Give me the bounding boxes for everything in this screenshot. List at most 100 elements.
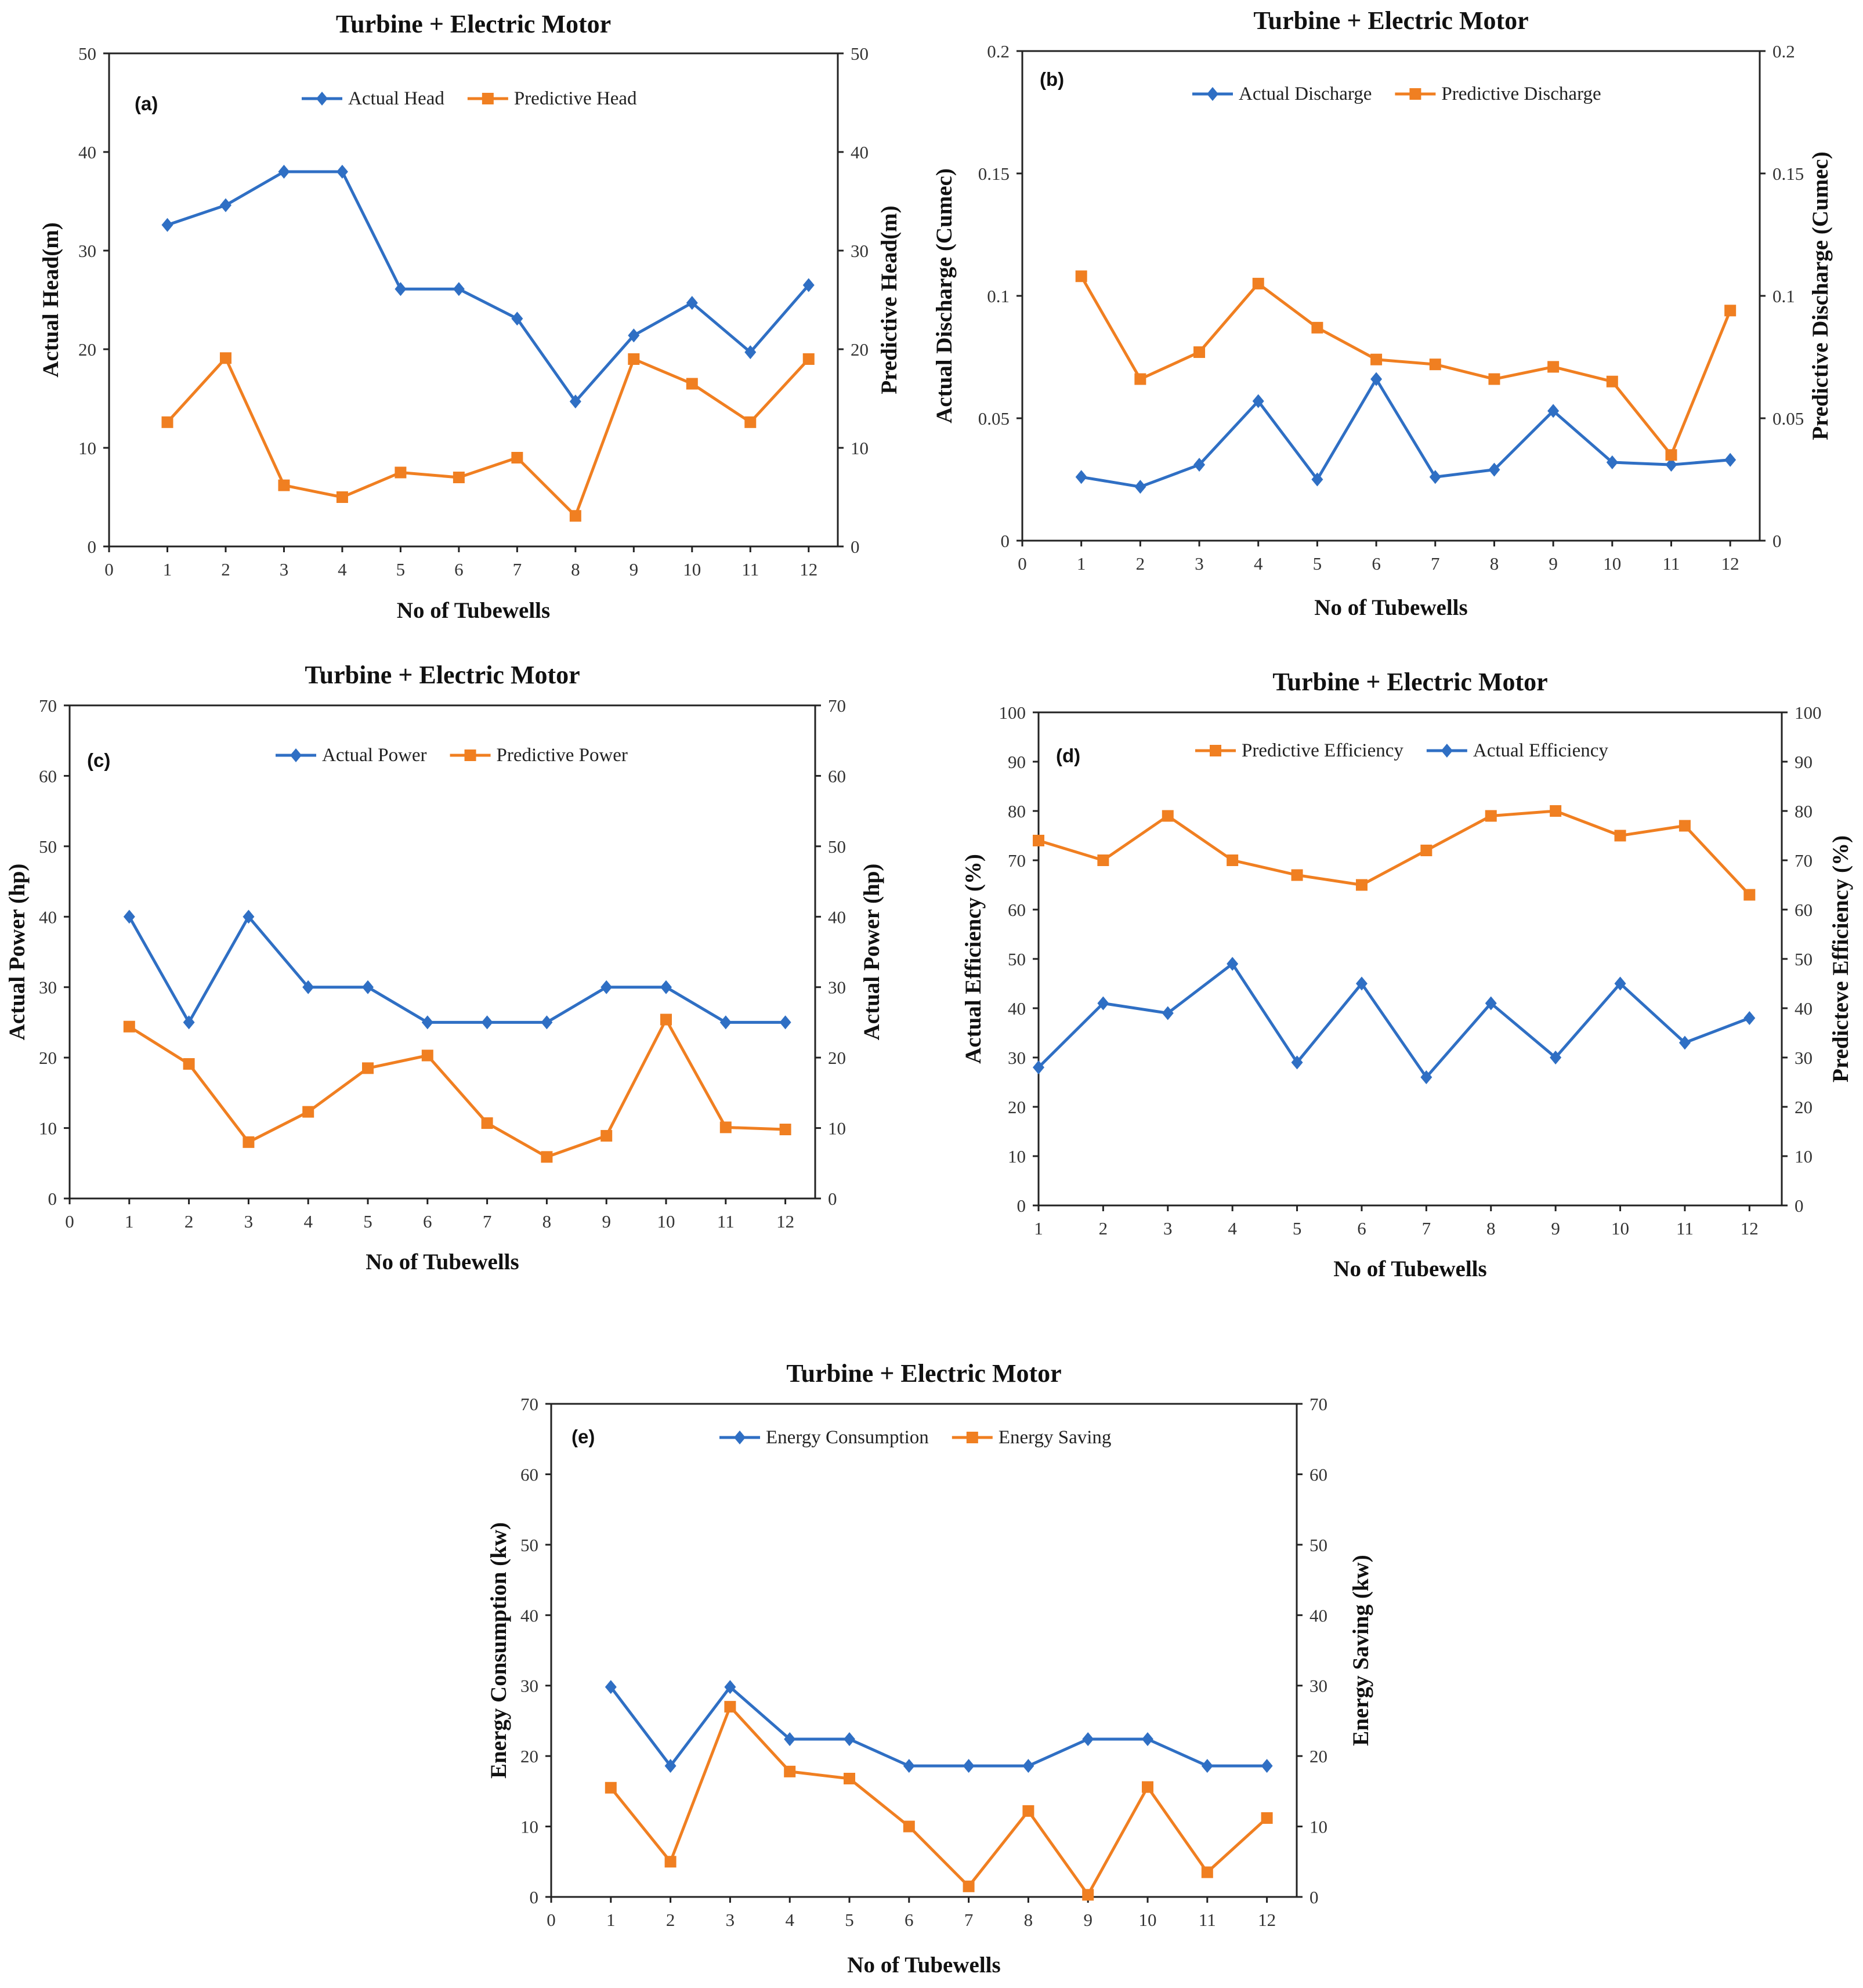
chart-title: Turbine + Electric Motor: [786, 1359, 1061, 1388]
plot-frame: [550, 1403, 1298, 1898]
chart-title: Turbine + Electric Motor: [336, 10, 611, 38]
y-tick-label-left: 10: [1008, 1146, 1026, 1167]
series-predictive-discharge: [1075, 270, 1737, 461]
legend-entry: Predictive Power: [450, 745, 628, 766]
x-tick-label: 8: [571, 559, 580, 580]
data-point-square: [421, 1049, 433, 1062]
x-tick-label: 2: [666, 1910, 675, 1930]
y-tick-label-right: 30: [851, 241, 869, 261]
legend-marker-diamond: [1207, 87, 1218, 101]
legend-marker-square: [966, 1432, 978, 1443]
data-point-square: [161, 416, 173, 428]
plot-frame: [1037, 711, 1783, 1207]
data-point-square: [628, 353, 640, 365]
x-tick-label: 0: [1018, 553, 1027, 574]
data-point-square: [362, 1062, 374, 1074]
data-point-diamond: [362, 980, 374, 994]
data-point-square: [1097, 854, 1109, 866]
data-point-square: [664, 1856, 677, 1868]
x-tick-label: 12: [1721, 553, 1739, 574]
y-tick-label-left: 60: [39, 766, 57, 786]
data-point-square: [1227, 854, 1239, 866]
x-tick-label: 4: [303, 1211, 313, 1232]
data-point-square: [1142, 1781, 1153, 1793]
data-point-diamond: [1606, 455, 1618, 469]
y-tick-label-left: 20: [78, 339, 96, 360]
x-tick-label: 4: [1228, 1218, 1237, 1239]
x-tick-label: 2: [221, 559, 230, 580]
series-energy-saving: [605, 1701, 1273, 1901]
series-predictive-power: [123, 1013, 791, 1163]
data-point-diamond: [1291, 1055, 1303, 1070]
y-tick-label-right: 70: [1795, 850, 1813, 871]
x-tick-label: 5: [1313, 553, 1322, 574]
legend-label: Energy Saving: [999, 1427, 1112, 1448]
x-tick-label: 10: [1603, 553, 1621, 574]
y-tick-label-right: 10: [1795, 1146, 1813, 1167]
y-tick-label-right: 50: [1309, 1535, 1327, 1555]
data-point-square: [724, 1701, 736, 1713]
y-tick-label-left: 10: [78, 438, 96, 458]
y-tick-label-right: 50: [828, 837, 846, 857]
panel-letter: (c): [87, 749, 110, 771]
series-line: [1037, 962, 1750, 1079]
y-tick-label-left: 90: [1008, 752, 1026, 772]
data-point-square: [1252, 277, 1264, 289]
data-point-diamond: [719, 1015, 732, 1030]
x-tick-label: 6: [454, 559, 464, 580]
data-point-square: [1665, 449, 1677, 461]
y-tick-label-left: 0: [1001, 531, 1010, 551]
data-point-square: [844, 1773, 855, 1784]
series-predictive-efficiency: [1033, 805, 1756, 901]
data-point-diamond: [1370, 372, 1383, 386]
y-tick-label-right: 0.2: [1772, 41, 1795, 61]
y-tick-label-left: 10: [520, 1817, 538, 1837]
x-tick-label: 8: [1024, 1910, 1033, 1930]
y-tick-label-left: 100: [999, 703, 1026, 723]
data-point-square: [395, 466, 407, 479]
x-tick-label: 0: [104, 559, 114, 580]
x-tick-label: 4: [1254, 553, 1263, 574]
data-point-square: [1162, 810, 1174, 822]
legend-entry: Predictive Discharge: [1395, 84, 1601, 104]
data-point-diamond: [844, 1732, 855, 1746]
data-point-square: [541, 1151, 553, 1163]
x-tick-label: 9: [1551, 1218, 1560, 1239]
data-point-diamond: [1485, 996, 1497, 1011]
data-point-diamond: [1075, 470, 1087, 484]
data-point-diamond: [1261, 1759, 1273, 1773]
series-line: [128, 915, 786, 1024]
y-tick-label-left: 40: [39, 907, 57, 927]
data-point-diamond: [1665, 458, 1677, 472]
data-point-square: [481, 1117, 493, 1129]
y-axis-label-left: Energy Consumption (kw): [486, 1522, 511, 1779]
data-point-diamond: [1355, 976, 1368, 991]
x-tick-label: 8: [1486, 1218, 1496, 1239]
data-point-diamond: [1488, 462, 1500, 477]
legend-label: Predictive Power: [497, 745, 628, 766]
y-tick-label-right: 20: [851, 339, 869, 360]
legend-entry: Actual Power: [276, 745, 427, 766]
data-point-square: [1606, 375, 1618, 388]
data-point-diamond: [1429, 470, 1441, 484]
x-tick-label: 6: [1372, 553, 1381, 574]
x-tick-label: 5: [1293, 1218, 1302, 1239]
data-point-square: [605, 1781, 617, 1794]
data-point-diamond: [1614, 976, 1626, 991]
data-point-diamond: [161, 218, 173, 232]
x-tick-label: 3: [280, 559, 289, 580]
y-tick-label-left: 0.05: [978, 408, 1010, 429]
y-tick-label-right: 0: [828, 1189, 837, 1209]
legend-entry: Predictive Efficiency: [1195, 740, 1403, 761]
y-tick-label-right: 0.05: [1772, 408, 1804, 429]
y-tick-label-left: 0.2: [987, 41, 1010, 61]
data-point-diamond: [183, 1015, 195, 1030]
data-point-square: [123, 1020, 135, 1033]
data-point-diamond: [481, 1015, 493, 1030]
x-tick-label: 4: [785, 1910, 794, 1930]
legend-marker-diamond: [1441, 744, 1453, 758]
data-point-square: [453, 472, 465, 483]
data-point-square: [1724, 305, 1737, 317]
